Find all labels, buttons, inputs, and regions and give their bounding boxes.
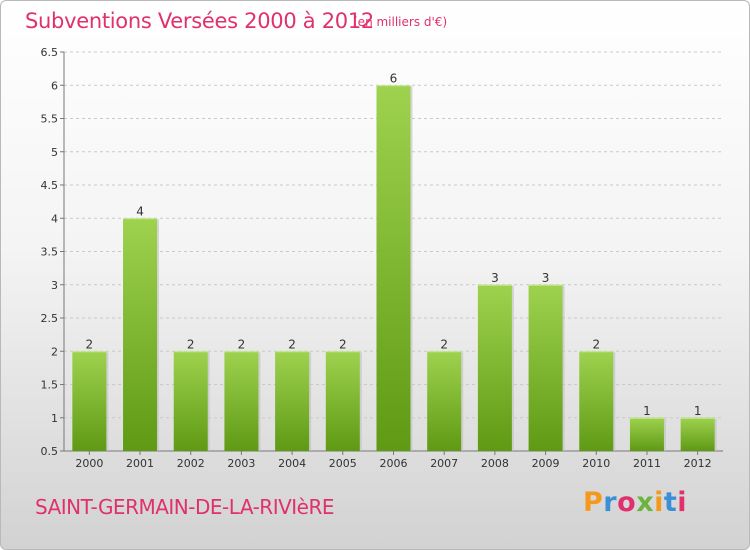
data-label-2005: 2 xyxy=(339,337,347,351)
bar-2011 xyxy=(629,417,664,451)
bar-2007 xyxy=(427,351,462,451)
y-tick-label: 5 xyxy=(51,146,58,159)
y-tick-label: 1 xyxy=(51,412,58,425)
labels: 0.5 1 1.5 2 2.5 3 3.5 4 4.5 5 5.5 6 6.5 2 2000 4 2001 2 20… xyxy=(41,46,712,470)
bar-2001 xyxy=(123,218,158,451)
bar-2008 xyxy=(477,284,512,451)
units-label: (en milliers d'€) xyxy=(353,15,448,29)
logo-letter: o xyxy=(617,487,637,518)
bar-2003 xyxy=(224,351,259,451)
data-label-2003: 2 xyxy=(238,337,246,351)
logo-letter: t xyxy=(663,487,678,518)
y-tick-label: 2.5 xyxy=(41,312,59,325)
y-tick-label: 6 xyxy=(51,79,58,92)
y-tick-label: 3 xyxy=(51,279,58,292)
x-tick-label-2004: 2004 xyxy=(278,457,306,470)
bar-2002 xyxy=(173,351,208,451)
logo-letter: r xyxy=(603,487,618,518)
y-tick-label: 5.5 xyxy=(41,113,59,126)
y-tick-label: 6.5 xyxy=(41,46,59,59)
bar-2010 xyxy=(579,351,614,451)
data-label-2000: 2 xyxy=(86,337,94,351)
x-tick-label-2006: 2006 xyxy=(380,457,408,470)
x-tick-label-2007: 2007 xyxy=(430,457,458,470)
x-tick-label-2010: 2010 xyxy=(582,457,610,470)
logo-letter: P xyxy=(583,487,604,518)
data-label-2008: 3 xyxy=(491,271,499,285)
data-label-2002: 2 xyxy=(187,337,195,351)
data-label-2010: 2 xyxy=(592,337,600,351)
x-tick-label-2008: 2008 xyxy=(481,457,509,470)
logo-letter: i xyxy=(677,487,688,518)
x-tick-label-2011: 2011 xyxy=(633,457,661,470)
logo-letter: i xyxy=(654,487,664,518)
bar-2005 xyxy=(325,351,360,451)
y-tick-label: 4.5 xyxy=(41,179,59,192)
data-label-2001: 4 xyxy=(136,204,144,218)
y-tick-label: 0.5 xyxy=(41,445,59,458)
proxiti-logo: Proxiti xyxy=(583,487,687,518)
x-tick-label-2000: 2000 xyxy=(75,457,103,470)
logo-letter: x xyxy=(636,487,655,518)
data-label-2006: 6 xyxy=(390,71,398,85)
bar-2009 xyxy=(528,284,563,451)
bar-2012 xyxy=(680,417,715,451)
data-label-2009: 3 xyxy=(542,271,550,285)
y-tick-label: 1.5 xyxy=(41,379,59,392)
y-tick-label: 2 xyxy=(51,345,58,358)
data-label-2012: 1 xyxy=(694,404,702,418)
y-tick-label: 3.5 xyxy=(41,246,59,259)
x-tick-label-2002: 2002 xyxy=(177,457,205,470)
x-tick-label-2005: 2005 xyxy=(329,457,357,470)
y-tick-label: 4 xyxy=(51,212,58,225)
bar-2000 xyxy=(72,351,107,451)
chart-title: Subventions Versées 2000 à 2012 xyxy=(25,9,374,33)
bars xyxy=(72,85,717,451)
x-tick-label-2001: 2001 xyxy=(126,457,154,470)
data-label-2004: 2 xyxy=(288,337,296,351)
x-tick-label-2003: 2003 xyxy=(227,457,255,470)
data-label-2011: 1 xyxy=(643,404,651,418)
bar-2006 xyxy=(376,85,411,451)
bar-2004 xyxy=(275,351,310,451)
data-label-2007: 2 xyxy=(440,337,448,351)
commune-name: SAINT-GERMAIN-DE-LA-RIVIèRE xyxy=(35,495,335,519)
x-tick-label-2012: 2012 xyxy=(684,457,712,470)
x-tick-label-2009: 2009 xyxy=(532,457,560,470)
